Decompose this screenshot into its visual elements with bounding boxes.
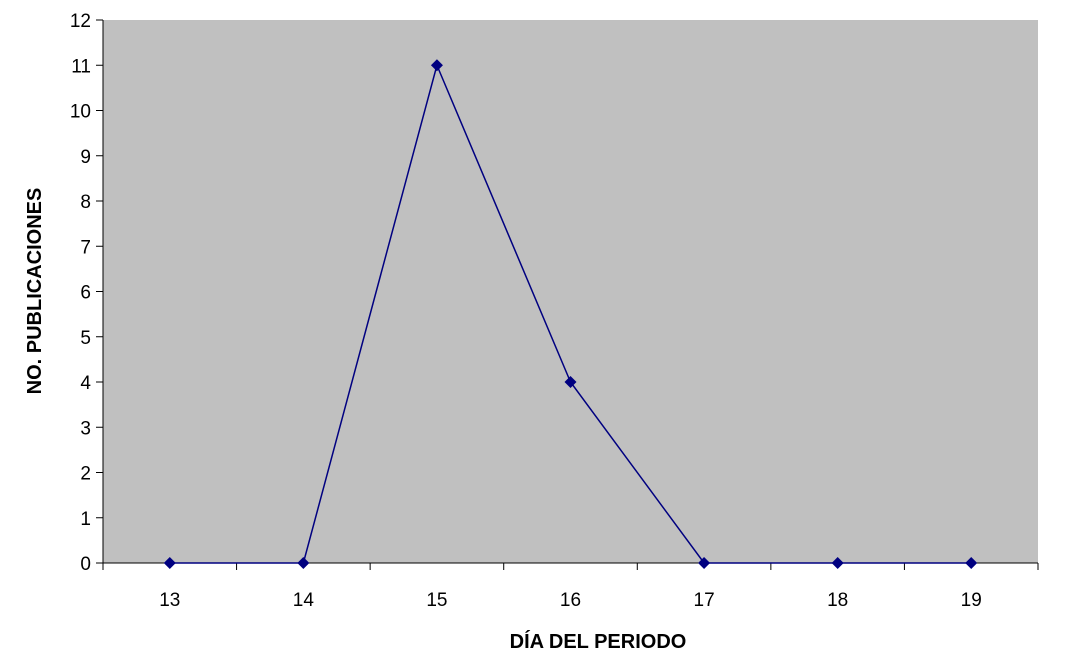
x-tick-label: 15 (426, 590, 447, 611)
y-tick-label: 0 (80, 554, 91, 575)
series-group (163, 59, 978, 569)
x-tick-label: 17 (694, 590, 715, 611)
y-tick-label: 7 (80, 237, 91, 258)
y-tick-label: 3 (80, 418, 91, 439)
x-axis-title: DÍA DEL PERIODO (510, 630, 687, 653)
x-tick-label: 16 (560, 590, 581, 611)
x-tick-label: 18 (827, 590, 848, 611)
data-point (163, 557, 176, 569)
y-tick-label: 9 (80, 147, 91, 168)
data-point (831, 557, 844, 569)
y-tick-label: 11 (71, 56, 91, 77)
y-tick-label: 8 (80, 192, 91, 213)
plot-area (103, 20, 1038, 563)
y-axis-title: NO. PUBLICACIONES (24, 188, 46, 395)
y-tick-label: 12 (70, 11, 91, 32)
y-tick-label: 1 (80, 509, 91, 530)
x-tick-label: 13 (159, 590, 180, 611)
x-tick-label: 19 (961, 590, 982, 611)
y-tick-label: 6 (80, 283, 91, 304)
data-point (564, 376, 577, 388)
y-tick-label: 2 (80, 464, 91, 485)
y-tick-label: 5 (80, 328, 91, 349)
x-axis: 13 14 15 16 17 18 19 (102, 562, 1039, 611)
data-point (965, 557, 978, 569)
data-point (297, 557, 310, 569)
y-tick-label: 4 (80, 373, 91, 394)
data-point (430, 59, 443, 72)
y-tick-label: 10 (70, 102, 91, 123)
x-tick-label: 14 (293, 590, 315, 611)
data-point (698, 557, 711, 569)
